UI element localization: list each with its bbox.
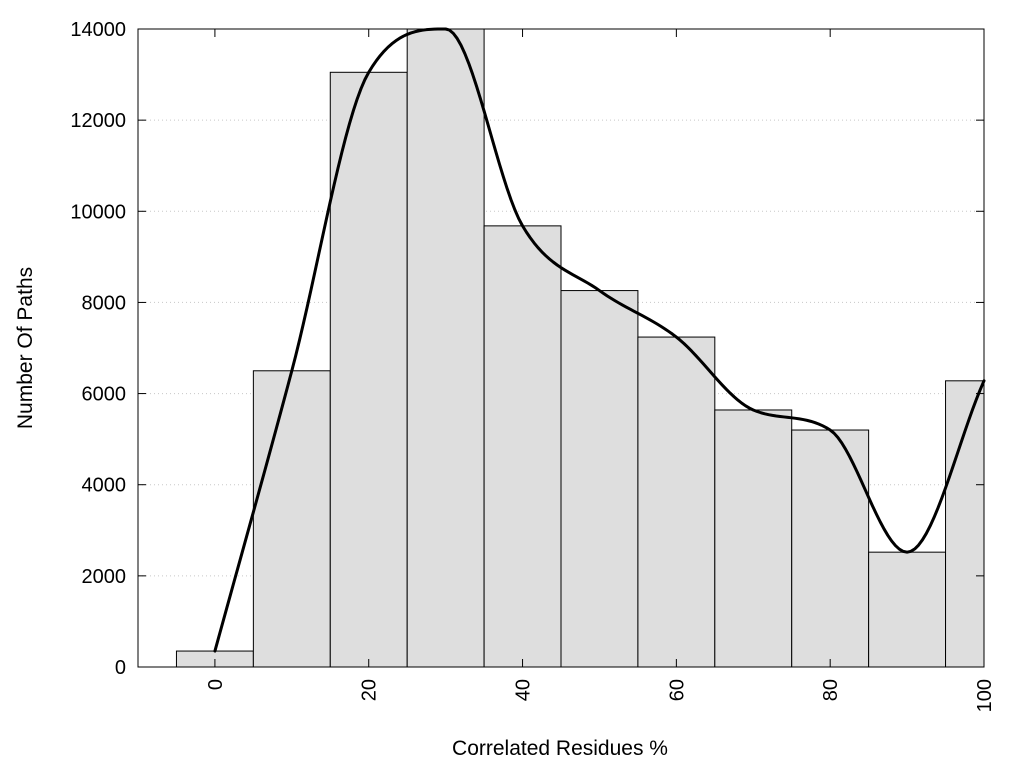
x-tick-label: 20 (359, 679, 381, 701)
x-axis-ticks: 0 20 40 60 80 100 (205, 29, 996, 712)
bar (637, 336, 716, 668)
y-axis-label: Number Of Paths (14, 267, 37, 429)
x-tick-label: 80 (820, 679, 842, 701)
bar (483, 225, 562, 668)
plot-frame (137, 28, 985, 668)
y-tick-label: 2000 (82, 566, 127, 588)
y-tick-label: 14000 (70, 19, 126, 41)
bar (406, 28, 485, 668)
bar (868, 551, 947, 668)
x-tick-label: 40 (513, 679, 535, 701)
x-axis-label: Correlated Residues % (452, 737, 668, 760)
bars (175, 28, 985, 668)
y-tick-label: 6000 (82, 384, 127, 406)
x-tick-label: 60 (666, 679, 688, 701)
y-tick-label: 0 (115, 657, 126, 679)
bar (252, 370, 331, 668)
bar (560, 290, 639, 668)
y-tick-label: 8000 (82, 292, 127, 314)
y-tick-label: 10000 (70, 201, 126, 223)
bar (945, 380, 985, 668)
y-tick-label: 12000 (70, 110, 126, 132)
y-axis-ticks: 0 2000 4000 6000 8000 10000 12000 14000 (70, 19, 984, 679)
x-tick-label: 100 (974, 679, 996, 712)
bar (791, 429, 870, 668)
bar (714, 409, 793, 668)
bar (329, 71, 408, 668)
y-tick-label: 4000 (82, 475, 127, 497)
smoothed-series-line (213, 27, 986, 653)
x-tick-label: 0 (205, 679, 227, 690)
curve-layer (213, 27, 986, 653)
